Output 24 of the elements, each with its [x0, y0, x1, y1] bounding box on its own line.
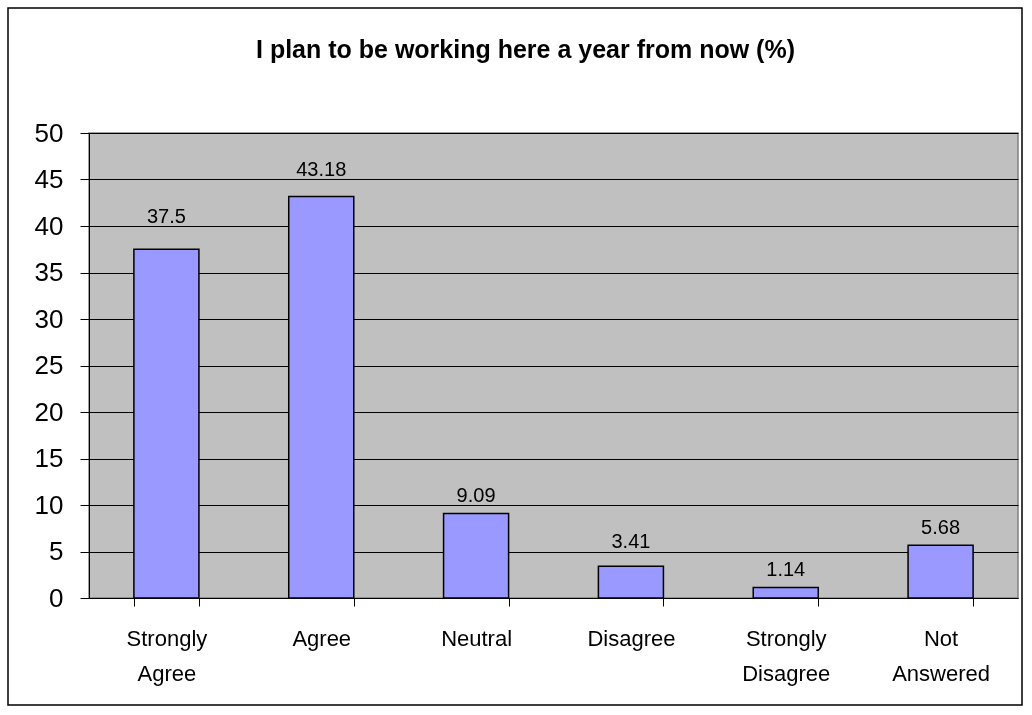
data-label: 9.09	[456, 484, 496, 507]
y-tick-label: 50	[34, 117, 64, 148]
y-tick-label: 15	[34, 443, 64, 473]
y-tick-label: 40	[34, 210, 64, 241]
data-label: 1.14	[766, 558, 806, 581]
y-tick-label: 5	[49, 536, 64, 566]
y-tick-label: 30	[34, 303, 64, 334]
x-tick-label: Disagree	[587, 625, 676, 651]
y-tick-label: 25	[34, 350, 64, 380]
data-label: 43.18	[296, 158, 347, 181]
data-label: 3.41	[611, 530, 651, 553]
data-label: 37.5	[146, 205, 186, 228]
data-label: 5.68	[921, 516, 961, 539]
y-tick-label: 0	[49, 582, 64, 613]
x-tick-label: Not Answered	[892, 625, 991, 686]
chart-title: I plan to be working here a year from now (%)	[256, 35, 795, 64]
y-tick-label: 35	[34, 257, 64, 287]
x-tick-label: Agree	[292, 625, 352, 651]
y-tick-label: 10	[34, 489, 64, 520]
y-tick-label: 20	[34, 396, 64, 427]
x-tick-label: Strongly Agree	[126, 625, 208, 686]
x-tick-label: Neutral	[441, 625, 513, 651]
x-tick-label: Strongly Disagree	[742, 625, 831, 686]
y-tick-label: 45	[34, 164, 64, 194]
